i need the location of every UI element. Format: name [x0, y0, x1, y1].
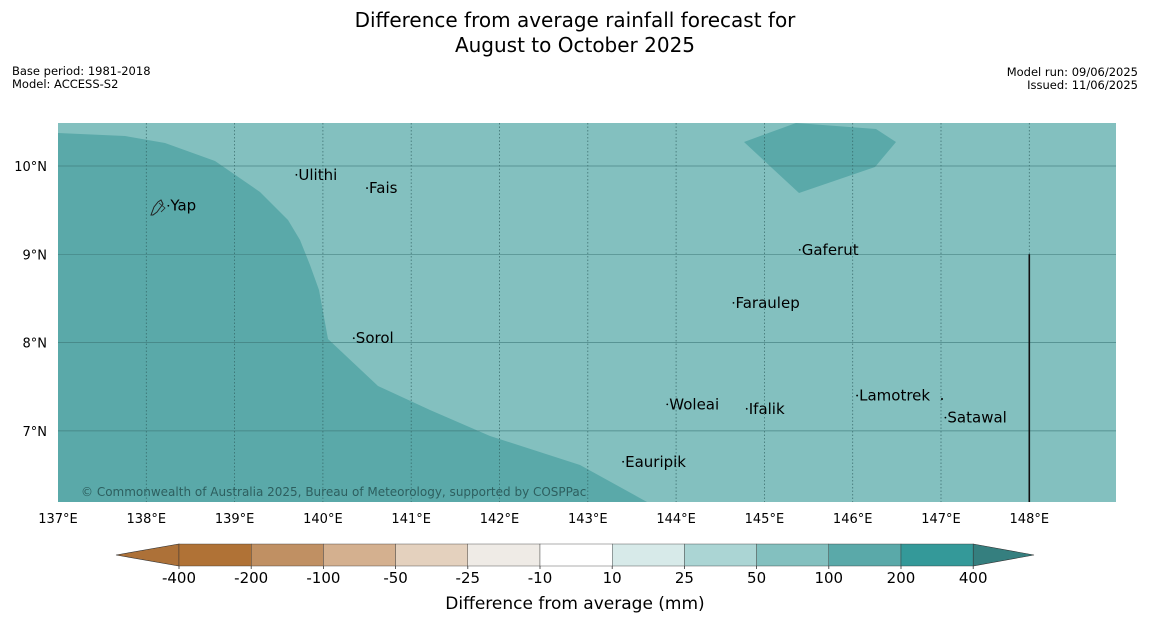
place-marker-fais [366, 187, 368, 189]
map-area: © Commonwealth of Australia 2025, Bureau… [58, 123, 1116, 502]
place-marker-sorol [352, 337, 355, 340]
lon-tick-label: 148°E [1010, 512, 1050, 527]
base-period-text: Base period: 1981-2018 [12, 64, 151, 78]
place-label-eauripik: Eauripik [625, 453, 686, 471]
place-label-ifalik: Ifalik [749, 400, 785, 418]
issued-text: Issued: 11/06/2025 [1027, 78, 1138, 92]
place-marker-ulithi [295, 173, 298, 176]
colorbar-tick-label: 400 [959, 569, 988, 587]
place-marker-yap [167, 204, 170, 207]
lon-tick-label: 141°E [391, 512, 431, 527]
legend-title: Difference from average (mm) [445, 594, 705, 614]
place-marker-gaferut [798, 248, 801, 251]
yap-island-outline [150, 199, 164, 216]
place-marker-woleai [666, 403, 669, 406]
colorbar-tick-label: 50 [747, 569, 766, 587]
colorbar-segment [900, 543, 974, 567]
colorbar-segment [250, 543, 324, 567]
place-label-ulithi: Ulithi [298, 166, 337, 184]
lat-tick-label: 9°N [23, 248, 48, 263]
lat-tick-label: 10°N [14, 160, 47, 175]
lon-tick-label: 144°E [656, 512, 696, 527]
place-label-lamotrek: Lamotrek [859, 387, 930, 405]
map-title-line2: August to October 2025 [454, 33, 696, 57]
place-label-satawal: Satawal [947, 409, 1006, 427]
colorbar-tick-label: 25 [675, 569, 694, 587]
model-text: Model: ACCESS-S2 [12, 77, 119, 91]
map-title-line1: Difference from average rainfall forecas… [354, 8, 796, 32]
rainfall-fill-100-200-west [58, 133, 647, 502]
colorbar-segment [467, 543, 541, 567]
lat-tick-label: 7°N [23, 425, 48, 440]
place-marker-eauripik [622, 460, 625, 463]
lon-tick-label: 137°E [38, 512, 78, 527]
place-marker-lamotrek [856, 394, 859, 397]
lon-tick-label: 145°E [745, 512, 785, 527]
lon-tick-label: 139°E [215, 512, 255, 527]
place-marker-faraulep [732, 301, 735, 304]
colorbar-tick-label: 10 [603, 569, 622, 587]
colorbar-tick-label: 200 [887, 569, 916, 587]
metadata-left: Base period: 1981-2018 Model: ACCESS-S2 [12, 65, 151, 91]
colorbar-segment [684, 543, 757, 567]
colorbar-tick-label: 100 [814, 569, 843, 587]
colorbar-tick-label: -50 [383, 569, 408, 587]
place-label-sorol: Sorol [356, 329, 394, 347]
colorbar: -400 -200 -100 -50 -25 -10 10 25 50 100 200 400 [115, 543, 1035, 587]
place-label-woleai: Woleai [669, 395, 719, 413]
lat-tick-label: 8°N [23, 337, 48, 352]
colorbar-segment [395, 543, 469, 567]
place-label-yap: Yap [169, 197, 196, 215]
colorbar-segment [828, 543, 902, 567]
colorbar-tick-label: -100 [306, 569, 340, 587]
place-label-faraulep: Faraulep [735, 294, 799, 312]
colorbar-tick-label: -25 [456, 569, 481, 587]
place-marker-satawal [944, 416, 947, 419]
colorbar-segment [178, 543, 252, 567]
colorbar-tick-label: -10 [528, 569, 553, 587]
map-title: Difference from average rainfall forecas… [0, 8, 1150, 58]
model-run-text: Model run: 09/06/2025 [1006, 65, 1138, 79]
lon-tick-label: 138°E [127, 512, 167, 527]
colorbar-segment [756, 543, 829, 567]
colorbar-extend-high [972, 543, 1035, 567]
colorbar-segment [539, 543, 613, 567]
lon-tick-label: 146°E [833, 512, 873, 527]
colorbar-tick-label: -200 [234, 569, 268, 587]
yap-island-detail [158, 202, 166, 213]
colorbar-extend-low [115, 543, 180, 567]
metadata-right: Model run: 09/06/2025 Issued: 11/06/2025 [1007, 66, 1138, 92]
place-label-fais: Fais [369, 179, 398, 197]
place-marker-ifalik [745, 407, 748, 410]
lon-tick-label: 143°E [568, 512, 608, 527]
colorbar-tick-label: -400 [162, 569, 196, 587]
colorbar-segment [612, 543, 685, 567]
colorbar-segment [323, 543, 396, 567]
rainfall-fill-100-200-northeast [744, 123, 896, 193]
island-marker [941, 398, 943, 400]
lon-tick-label: 147°E [921, 512, 961, 527]
lon-tick-label: 140°E [303, 512, 343, 527]
copyright-text: © Commonwealth of Australia 2025, Bureau… [81, 485, 586, 499]
place-label-gaferut: Gaferut [802, 241, 859, 259]
lon-tick-label: 142°E [480, 512, 520, 527]
